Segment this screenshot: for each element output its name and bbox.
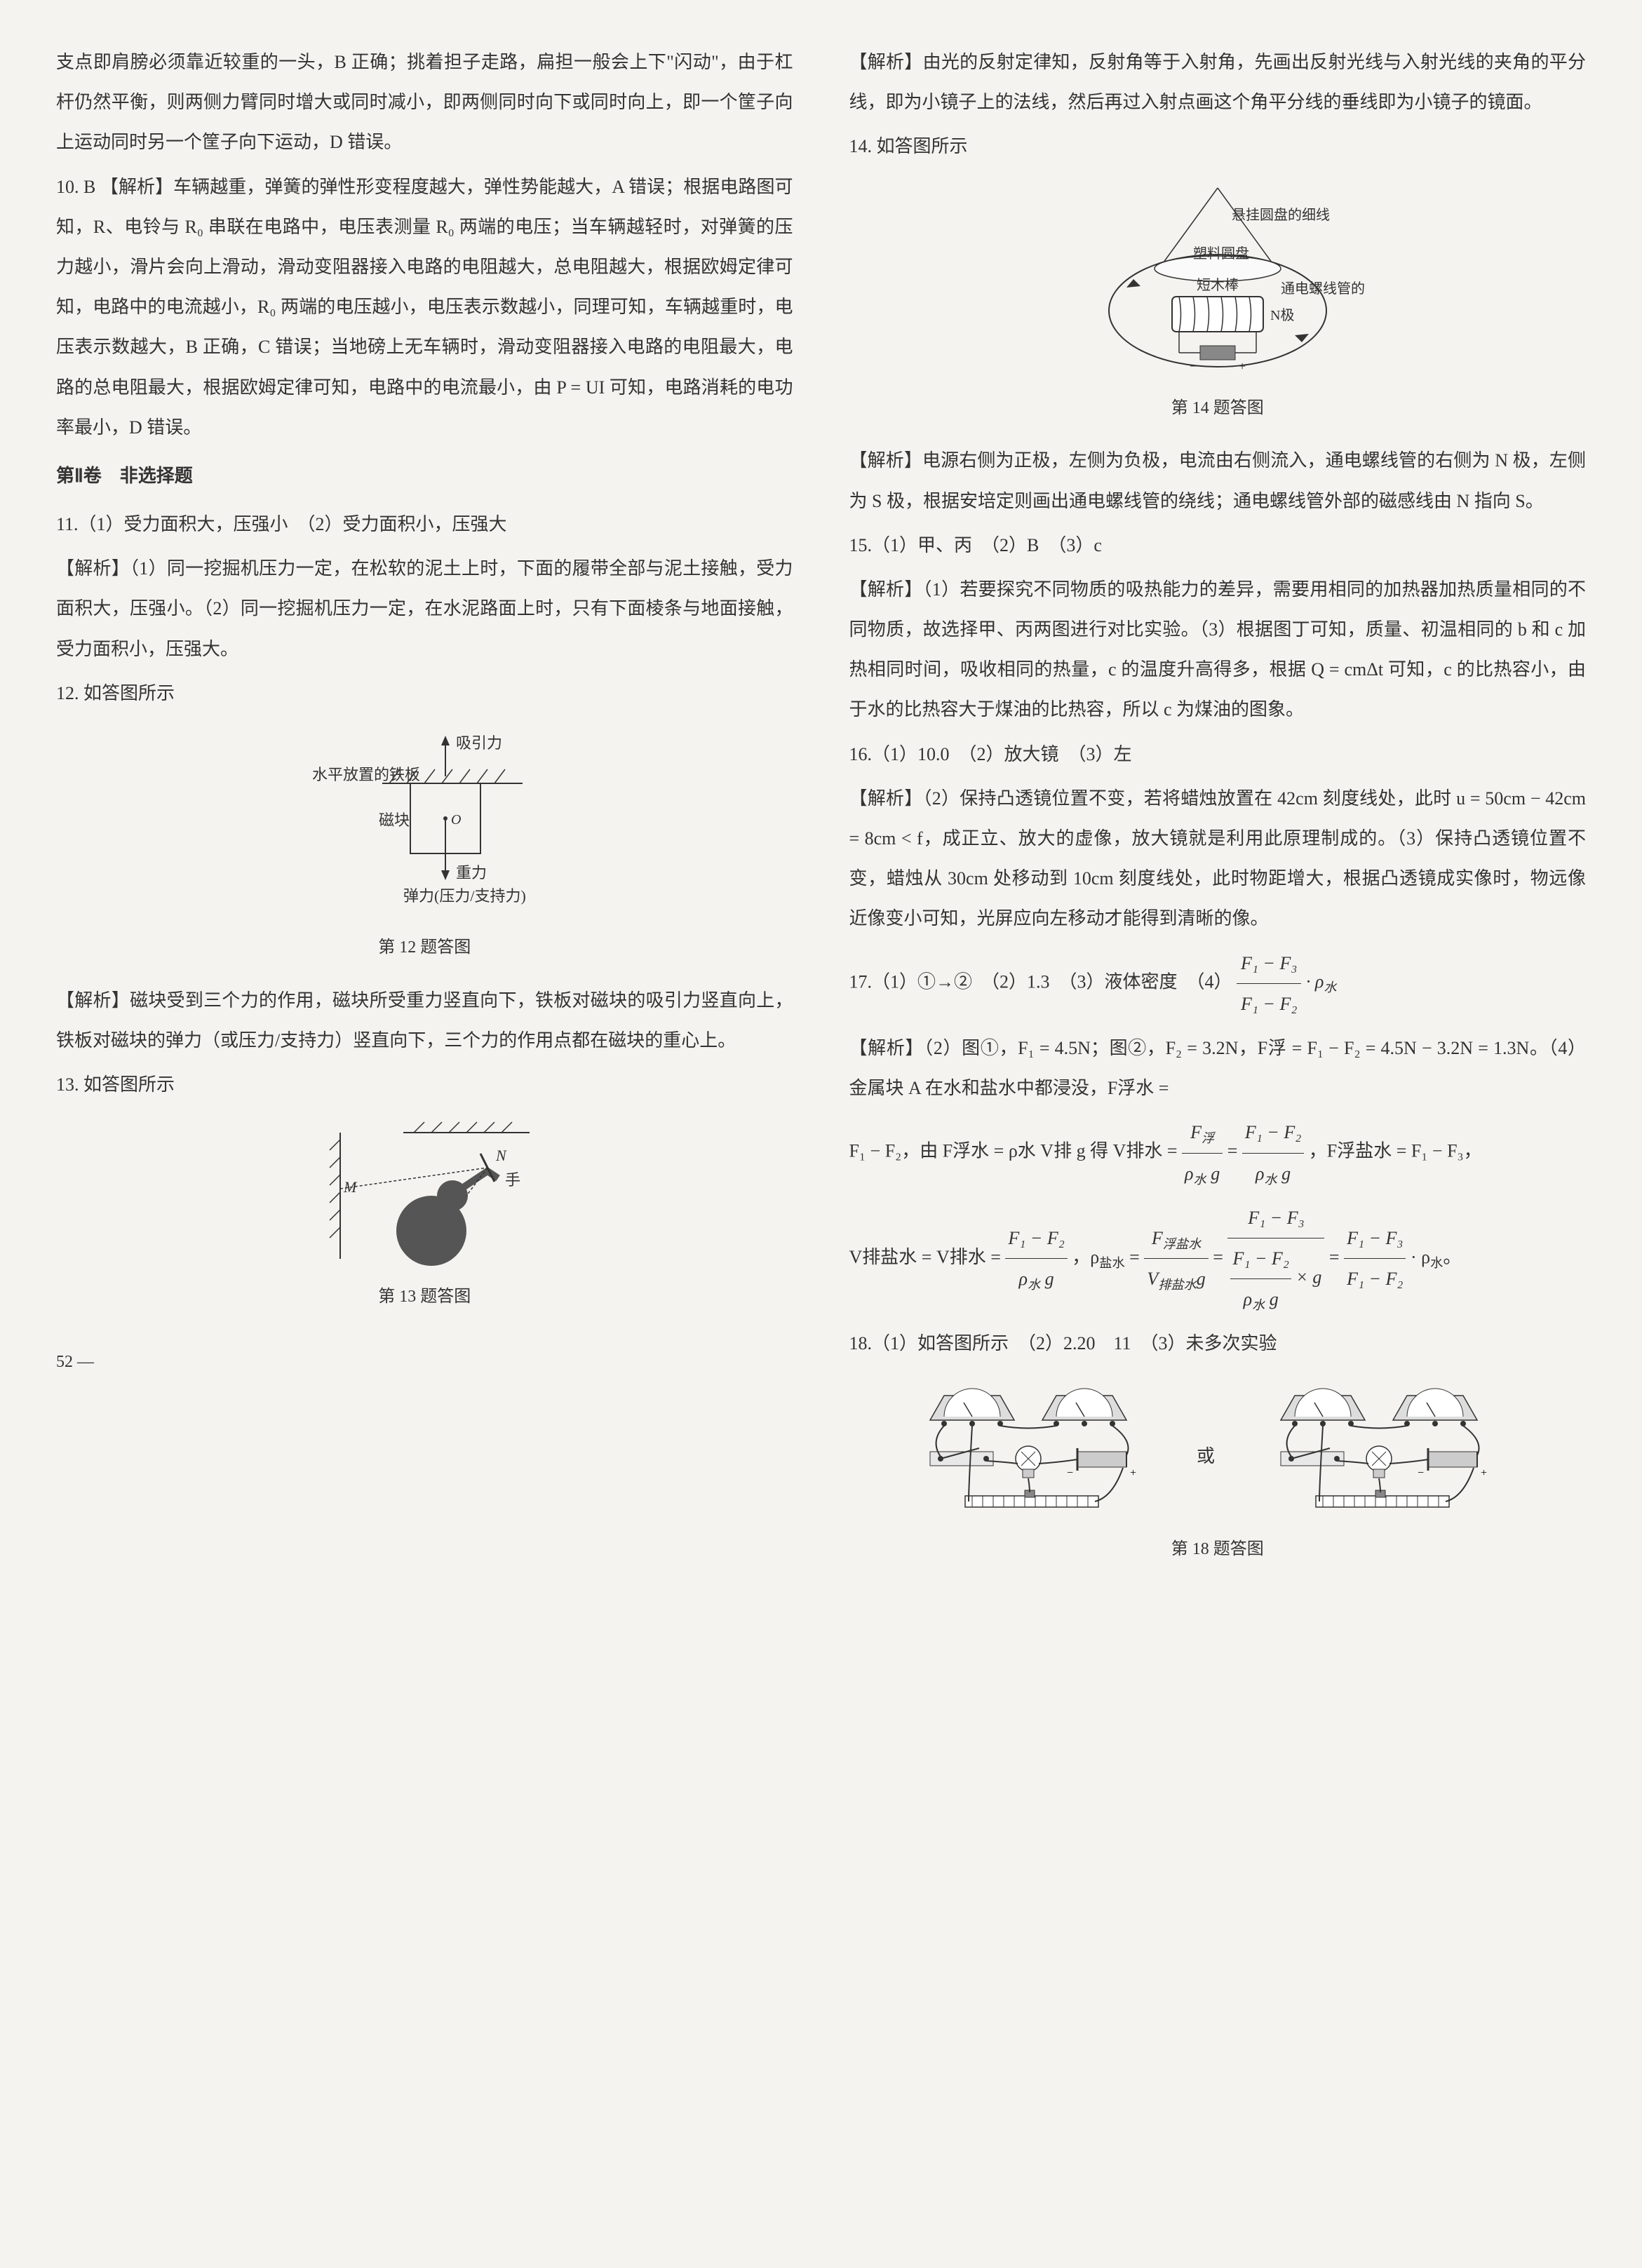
paragraph: 15.（1）甲、丙 （2）B （3）c	[849, 525, 1587, 565]
label-or: 或	[1197, 1446, 1215, 1466]
label-m: M	[343, 1178, 358, 1196]
formula-text: · ρ水	[1306, 971, 1337, 992]
formula-fraction: F₁ − F₂ ρ水 g	[1242, 1112, 1304, 1193]
text: F₁ − F₂，由 F浮水 = ρ水 V排 g 得 V排水 =	[849, 1141, 1183, 1161]
figure-14-svg: 悬挂圆盘的细线 塑料圆盘 短木棒	[1070, 181, 1365, 384]
paragraph: 支点即肩膀必须靠近较重的一头，B 正确；挑着担子走路，扁担一般会上下"闪动"，由…	[56, 42, 793, 163]
figure-12-caption: 第 12 题答图	[56, 929, 793, 966]
svg-text:+: +	[1239, 359, 1246, 373]
figure-12-svg: 吸引力 水平放置的铁板 磁块 O	[298, 727, 551, 924]
paragraph: 10. B 【解析】车辆越重，弹簧的弹性形变程度越大，弹性势能越大，A 错误；根…	[56, 167, 793, 447]
paragraph: 12. 如答图所示	[56, 673, 793, 713]
label-magnet: 磁块	[379, 811, 410, 829]
label-disc: 塑料圆盘	[1193, 245, 1249, 262]
figure-13: M N 手 第 13 题答图	[56, 1119, 793, 1316]
text: V排盐水 = V排水 =	[849, 1247, 1006, 1267]
paragraph: 【解析】（1）同一挖掘机压力一定，在松软的泥土上时，下面的履带全部与泥土接触，受…	[56, 548, 793, 669]
page-number: 52 —	[56, 1344, 793, 1381]
svg-text:N极: N极	[1270, 307, 1294, 323]
left-column: 支点即肩膀必须靠近较重的一头，B 正确；挑着担子走路，扁担一般会上下"闪动"，由…	[56, 42, 793, 1581]
formula-fraction: F₁ − F₃ F₁ − F₂	[1237, 943, 1301, 1024]
formula-fraction: F₁ − F₃ F₁ − F₂ ρ水 g × g	[1227, 1198, 1324, 1320]
paragraph: 11.（1）受力面积大，压强小 （2）受力面积小，压强大	[56, 504, 793, 544]
label-n: N	[495, 1147, 507, 1164]
figure-14: 悬挂圆盘的细线 塑料圆盘 短木棒	[849, 181, 1587, 427]
paragraph: 【解析】（1）若要探究不同物质的吸热能力的差异，需要用相同的加热器加热质量相同的…	[849, 569, 1587, 730]
label-rod: 短木棒	[1197, 277, 1239, 293]
page-container: 支点即肩膀必须靠近较重的一头，B 正确；挑着担子走路，扁担一般会上下"闪动"，由…	[56, 42, 1586, 1581]
figure-12: 吸引力 水平放置的铁板 磁块 O	[56, 727, 793, 966]
formula-fraction: F₁ − F₂ ρ水 g	[1005, 1218, 1067, 1299]
paragraph: 【解析】电源右侧为正极，左侧为负极，电流由右侧流入，通电螺线管的右侧为 N 极，…	[849, 440, 1587, 520]
label-plate: 水平放置的铁板	[312, 766, 420, 783]
formula-fraction: F浮 ρ水 g	[1182, 1112, 1223, 1193]
label-string: 悬挂圆盘的细线	[1232, 207, 1330, 223]
right-column: 【解析】由光的反射定律知，反射角等于入射角，先画出反射光线与入射光线的夹角的平分…	[849, 42, 1587, 1581]
paragraph: 【解析】（2）图①，F₁ = 4.5N；图②，F₂ = 3.2N，F浮 = F₁…	[849, 1028, 1587, 1108]
figure-13-caption: 第 13 题答图	[56, 1278, 793, 1316]
svg-text:−: −	[1067, 1467, 1073, 1479]
label-gravity: 重力	[456, 864, 487, 882]
paragraph: 18.（1）如答图所示 （2）2.20 11 （3）未多次实验	[849, 1323, 1587, 1363]
paragraph: 14. 如答图所示	[849, 126, 1587, 166]
paragraph: 17.（1）①→② （2）1.3 （3）液体密度 （4） F₁ − F₃ F₁ …	[849, 943, 1587, 1024]
formula-fraction: F₁ − F₃ F₁ − F₂	[1344, 1218, 1406, 1299]
formula-fraction: F浮盐水 V排盐水g	[1144, 1218, 1208, 1299]
label-hand: 手	[505, 1171, 520, 1189]
svg-text:+: +	[1130, 1467, 1136, 1479]
label-coil: 通电螺线管的N极	[1281, 281, 1365, 297]
paragraph: 16.（1）10.0 （2）放大镜 （3）左	[849, 734, 1587, 774]
figure-18-svg: − + 或	[902, 1378, 1533, 1525]
text: ，F浮盐水 = F₁ − F₃，	[1309, 1141, 1482, 1161]
paragraph: V排盐水 = V排水 = F₁ − F₂ ρ水 g ，ρ盐水 = F浮盐水 V排…	[849, 1198, 1587, 1320]
paragraph: 【解析】磁块受到三个力的作用，磁块所受重力竖直向下，铁板对磁块的吸引力竖直向上，…	[56, 980, 793, 1060]
svg-text:+: +	[1481, 1467, 1487, 1479]
page-number-text: 52	[56, 1353, 73, 1371]
figure-14-caption: 第 14 题答图	[849, 390, 1587, 427]
paragraph: 13. 如答图所示	[56, 1065, 793, 1105]
figure-13-svg: M N 手	[305, 1119, 544, 1273]
svg-text:−: −	[1418, 1467, 1424, 1479]
paragraph: F₁ − F₂，由 F浮水 = ρ水 V排 g 得 V排水 = F浮 ρ水 g …	[849, 1112, 1587, 1193]
paragraph: 【解析】由光的反射定律知，反射角等于入射角，先画出反射光线与入射光线的夹角的平分…	[849, 42, 1587, 122]
label-attract: 吸引力	[456, 734, 502, 752]
section-title: 第Ⅱ卷 非选择题	[56, 456, 793, 496]
text: 17.（1）①→② （2）1.3 （3）液体密度 （4）	[849, 971, 1232, 992]
figure-18: − + 或	[849, 1378, 1587, 1568]
figure-18-caption: 第 18 题答图	[849, 1531, 1587, 1568]
svg-text:O: O	[451, 812, 461, 828]
paragraph: 【解析】（2）保持凸透镜位置不变，若将蜡烛放置在 42cm 刻度线处，此时 u …	[849, 778, 1587, 939]
label-elastic: 弹力(压力/支持力)	[403, 887, 526, 905]
svg-text:−: −	[1190, 359, 1197, 373]
